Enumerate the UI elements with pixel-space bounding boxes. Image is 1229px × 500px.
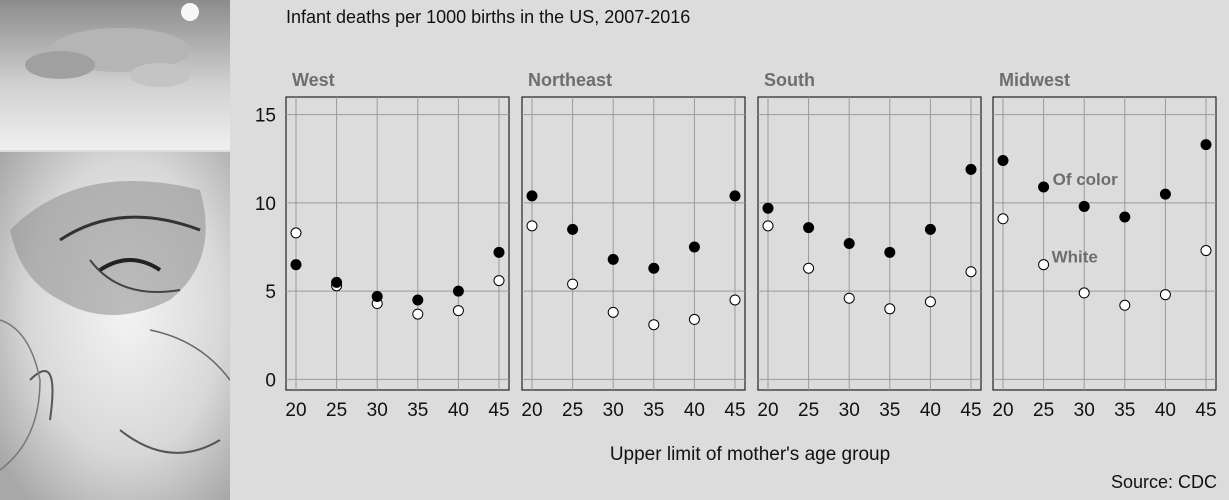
x-tick-label: 30 (603, 400, 624, 421)
point-white (607, 306, 619, 318)
x-tick-label: 40 (920, 400, 941, 421)
point-of-color (965, 163, 977, 175)
x-tick-label: 30 (1074, 400, 1095, 421)
y-tick-label: 0 (265, 370, 276, 391)
point-of-color (884, 246, 896, 258)
point-of-color (843, 238, 855, 249)
x-tick-label: 35 (643, 400, 664, 421)
x-tick-label: 40 (448, 400, 469, 421)
point-of-color (331, 276, 343, 288)
x-tick-label: 40 (684, 400, 705, 421)
point-white (965, 266, 977, 278)
point-of-color (290, 259, 302, 271)
point-white (648, 319, 660, 331)
point-white (1078, 287, 1090, 299)
chart-title: Infant deaths per 1000 births in the US,… (286, 7, 691, 27)
annotation-of-color: Of color (1053, 170, 1119, 189)
point-white (1038, 259, 1050, 271)
x-tick-label: 20 (521, 400, 542, 421)
panel-frame-west (285, 96, 510, 391)
x-tick-label: 30 (839, 400, 860, 421)
point-of-color (452, 285, 464, 297)
point-of-color (526, 190, 538, 202)
point-of-color (688, 241, 700, 253)
point-white (843, 292, 855, 304)
point-of-color (762, 202, 774, 214)
point-of-color (1119, 211, 1131, 223)
source-note: Source: CDC (1110, 472, 1217, 492)
point-white (924, 296, 936, 308)
point-of-color (1159, 188, 1171, 200)
point-of-color (729, 190, 741, 202)
x-tick-label: 40 (1155, 400, 1176, 421)
y-tick-label: 5 (265, 282, 276, 303)
point-white (762, 220, 774, 232)
x-tick-label: 25 (798, 400, 819, 421)
point-of-color (567, 223, 579, 235)
x-tick-label: 45 (724, 400, 745, 421)
point-white (567, 278, 579, 290)
point-white (1200, 245, 1212, 257)
panel-label-northeast: Northeast (528, 70, 612, 90)
crying-infant-sketch (0, 152, 230, 500)
infant-hand-photo (0, 0, 230, 150)
x-tick-label: 35 (879, 400, 900, 421)
x-tick-label: 20 (992, 400, 1013, 421)
x-tick-label: 25 (562, 400, 583, 421)
x-tick-label: 20 (757, 400, 778, 421)
point-of-color (493, 246, 505, 258)
point-white (884, 303, 896, 315)
x-tick-label: 25 (1033, 400, 1054, 421)
x-tick-label: 35 (1114, 400, 1135, 421)
x-tick-label: 25 (326, 400, 347, 421)
point-white (1159, 289, 1171, 301)
panel-label-west: West (292, 70, 335, 90)
point-of-color (412, 294, 424, 306)
panel-frame-south (757, 96, 982, 391)
x-tick-label: 45 (1195, 400, 1216, 421)
x-axis-label: Upper limit of mother's age group (609, 444, 891, 465)
point-of-color (997, 155, 1009, 167)
point-of-color (1200, 139, 1212, 151)
annotation-white: White (1052, 248, 1098, 267)
point-of-color (607, 253, 619, 265)
point-of-color (803, 222, 815, 234)
point-white (452, 305, 464, 317)
x-tick-label: 45 (488, 400, 509, 421)
x-tick-label: 20 (285, 400, 306, 421)
point-white (803, 262, 815, 274)
point-white (1119, 299, 1131, 311)
x-tick-label: 45 (960, 400, 981, 421)
x-tick-label: 35 (407, 400, 428, 421)
point-white (412, 308, 424, 320)
point-white (729, 294, 741, 306)
point-of-color (924, 223, 936, 235)
point-white (493, 275, 505, 287)
point-of-color (648, 262, 660, 274)
point-of-color (1038, 181, 1050, 193)
point-of-color (371, 290, 383, 302)
point-white (997, 213, 1009, 225)
x-tick-label: 30 (367, 400, 388, 421)
point-white (526, 220, 538, 232)
point-white (688, 313, 700, 325)
point-white (290, 227, 302, 239)
panel-frame-northeast (521, 96, 746, 391)
panel-label-midwest: Midwest (999, 70, 1070, 90)
panel-frame-midwest (992, 96, 1217, 391)
y-tick-label: 15 (255, 106, 276, 127)
point-of-color (1078, 200, 1090, 212)
panel-label-south: South (764, 70, 815, 90)
y-tick-label: 10 (255, 194, 276, 215)
decorative-photo-strip (0, 0, 230, 500)
